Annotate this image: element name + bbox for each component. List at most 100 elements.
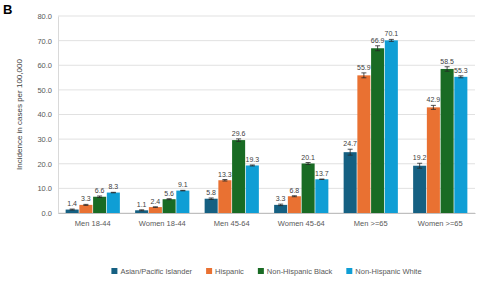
y-tick-label: 80.0 bbox=[37, 12, 52, 21]
error-cap bbox=[250, 164, 255, 165]
x-tick-label: Men >=65 bbox=[354, 219, 388, 228]
error-cap bbox=[222, 180, 227, 181]
bar bbox=[441, 69, 454, 213]
data-label: 1.1 bbox=[137, 201, 147, 208]
error-stem bbox=[419, 163, 420, 168]
error-bar bbox=[180, 190, 185, 191]
error-cap bbox=[70, 209, 75, 210]
error-cap bbox=[445, 66, 450, 67]
bar bbox=[66, 210, 79, 213]
grid-line bbox=[58, 65, 475, 66]
legend-label: Hispanic bbox=[215, 267, 244, 276]
error-cap bbox=[458, 77, 463, 78]
data-label: 20.1 bbox=[301, 154, 315, 161]
error-bar bbox=[375, 46, 380, 51]
bar bbox=[149, 207, 162, 213]
bar bbox=[246, 165, 259, 213]
error-cap bbox=[180, 190, 185, 191]
legend-swatch bbox=[206, 268, 212, 274]
y-tick: 50.0 bbox=[37, 86, 58, 95]
error-cap bbox=[306, 164, 311, 165]
grid-line bbox=[58, 139, 475, 140]
data-label: 19.2 bbox=[413, 154, 427, 161]
error-cap bbox=[278, 204, 283, 205]
error-cap bbox=[306, 162, 311, 163]
x-tick-label: Women >=65 bbox=[418, 219, 463, 228]
data-label: 1.4 bbox=[67, 200, 77, 207]
bar bbox=[288, 196, 301, 213]
error-cap bbox=[292, 195, 297, 196]
error-stem bbox=[433, 105, 434, 109]
error-cap bbox=[417, 168, 422, 169]
error-cap bbox=[111, 192, 116, 193]
data-label: 5.6 bbox=[164, 190, 174, 197]
error-bar bbox=[111, 192, 116, 193]
y-tick-label: 60.0 bbox=[37, 61, 52, 70]
error-cap bbox=[445, 71, 450, 72]
x-tick: Men 45-64 bbox=[214, 219, 250, 228]
error-bar bbox=[348, 149, 353, 155]
bar bbox=[205, 199, 218, 213]
x-axis-line bbox=[59, 213, 476, 214]
bar bbox=[315, 179, 328, 213]
x-tick-label: Women 45-64 bbox=[278, 219, 325, 228]
x-tick: Women 45-64 bbox=[278, 219, 325, 228]
error-bar bbox=[306, 163, 311, 165]
data-label: 29.6 bbox=[232, 130, 246, 137]
error-cap bbox=[97, 196, 102, 197]
y-axis: 0.010.020.030.040.050.060.070.080.0 bbox=[37, 12, 58, 218]
y-tick: 70.0 bbox=[37, 37, 58, 46]
data-label: 13.7 bbox=[315, 170, 329, 177]
error-bar bbox=[236, 139, 241, 141]
error-stem bbox=[363, 73, 364, 78]
data-label: 2.4 bbox=[151, 198, 161, 205]
chart: B0.010.020.030.040.050.060.070.080.0Men … bbox=[0, 0, 481, 284]
data-labels: 1.41.15.83.324.719.23.32.413.36.855.942.… bbox=[67, 30, 467, 207]
data-label: 3.3 bbox=[81, 195, 91, 202]
bar bbox=[371, 48, 384, 213]
error-cap bbox=[319, 179, 324, 180]
legend-swatch bbox=[258, 268, 264, 274]
bar bbox=[218, 180, 231, 213]
error-cap bbox=[153, 206, 158, 207]
error-cap bbox=[292, 196, 297, 197]
error-cap bbox=[389, 39, 394, 40]
data-label: 24.7 bbox=[343, 140, 357, 147]
error-cap bbox=[97, 197, 102, 198]
data-label: 42.9 bbox=[427, 96, 441, 103]
legend-label: Non-Hispanic Black bbox=[267, 267, 333, 276]
x-tick-label: Women 18-44 bbox=[139, 219, 186, 228]
error-cap bbox=[180, 190, 185, 191]
data-label: 8.3 bbox=[108, 183, 118, 190]
bar bbox=[232, 140, 245, 213]
error-bar bbox=[83, 204, 88, 206]
y-tick: 30.0 bbox=[37, 135, 58, 144]
bar bbox=[163, 199, 176, 213]
y-tick: 10.0 bbox=[37, 184, 58, 193]
error-cap bbox=[70, 210, 75, 211]
error-cap bbox=[111, 192, 116, 193]
data-label: 6.6 bbox=[95, 187, 105, 194]
error-bar bbox=[292, 195, 297, 197]
error-bar bbox=[278, 204, 283, 205]
bar bbox=[344, 152, 357, 213]
series bbox=[93, 46, 454, 213]
error-cap bbox=[83, 204, 88, 205]
bar bbox=[176, 191, 189, 213]
y-tick-label: 10.0 bbox=[37, 184, 52, 193]
error-cap bbox=[375, 45, 380, 46]
error-cap bbox=[361, 77, 366, 78]
error-bar bbox=[361, 73, 366, 78]
error-cap bbox=[348, 149, 353, 150]
plot: 0.010.020.030.040.050.060.070.080.0Men 1… bbox=[37, 12, 475, 228]
error-cap bbox=[361, 72, 366, 73]
error-bar bbox=[97, 196, 102, 197]
error-cap bbox=[139, 210, 144, 211]
y-tick-label: 40.0 bbox=[37, 110, 52, 119]
legend-item: Hispanic bbox=[206, 267, 244, 276]
error-cap bbox=[139, 209, 144, 210]
error-cap bbox=[389, 41, 394, 42]
grid-line bbox=[58, 163, 475, 164]
y-tick-label: 70.0 bbox=[37, 37, 52, 46]
legend-item: Non-Hispanic White bbox=[346, 267, 421, 276]
